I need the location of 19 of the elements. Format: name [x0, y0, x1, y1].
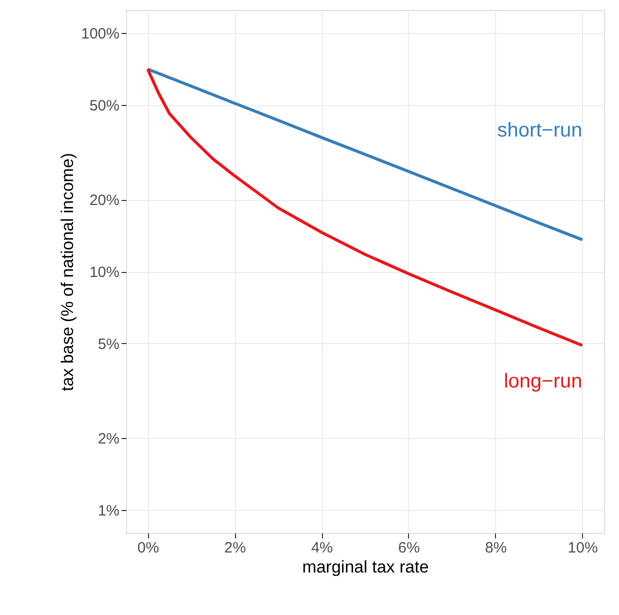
y-tick-label: 100%	[81, 26, 120, 43]
x-tick-label: 4%	[311, 540, 333, 556]
text: short−run	[497, 120, 582, 142]
y-tick-label: 5%	[98, 336, 120, 353]
line-series	[146, 68, 584, 347]
y-tick-label: 10%	[89, 264, 120, 281]
x-tick-label: 8%	[485, 540, 507, 556]
x-axis-title: marginal tax rate	[302, 558, 429, 576]
x-tick-label: 2%	[224, 540, 246, 556]
x-tick-label: 6%	[398, 540, 420, 556]
line-series	[146, 68, 584, 242]
y-tick-label: 20%	[89, 192, 120, 210]
y-tick-label: 50%	[89, 97, 120, 114]
series-label: long−run	[504, 370, 582, 392]
y-axis-title: tax base (% of national income)	[58, 152, 78, 392]
x-tick-label: 10%	[568, 540, 598, 556]
x-tick-label: 0%	[137, 540, 160, 556]
y-tick-label: 1%	[98, 502, 120, 520]
y-tick-label: 2%	[98, 430, 120, 448]
